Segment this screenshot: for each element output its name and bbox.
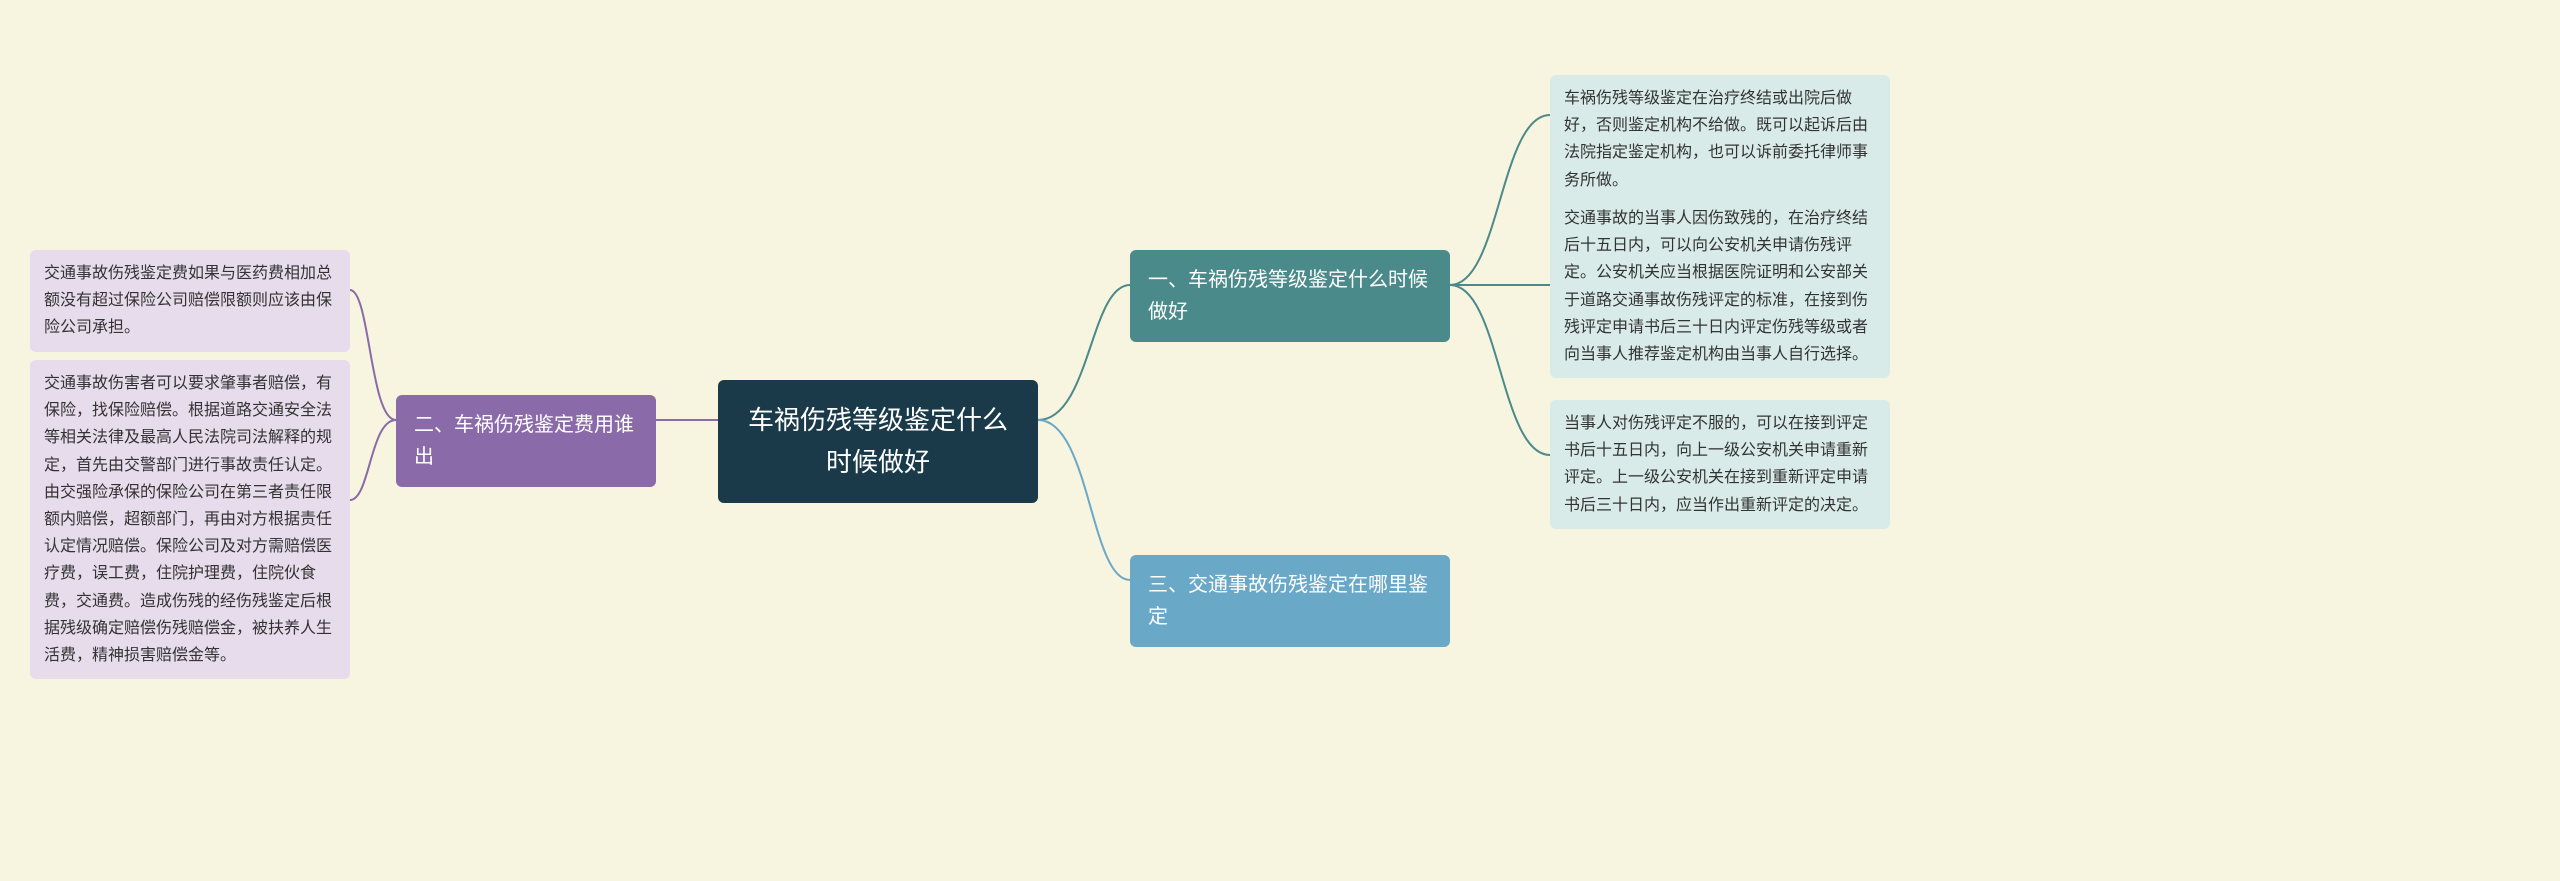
- leaf-node-b2-0[interactable]: 交通事故伤残鉴定费如果与医药费相加总额没有超过保险公司赔偿限额则应该由保险公司承…: [30, 250, 350, 352]
- connector-3: [1450, 115, 1550, 285]
- root-node[interactable]: 车祸伤残等级鉴定什么时候做好: [718, 380, 1038, 503]
- connector-layer: [0, 0, 2560, 881]
- branch-node-b2[interactable]: 二、车祸伤残鉴定费用谁出: [396, 395, 656, 487]
- leaf-node-b1-0[interactable]: 车祸伤残等级鉴定在治疗终结或出院后做好，否则鉴定机构不给做。既可以起诉后由法院指…: [1550, 75, 1890, 204]
- leaf-node-b2-1[interactable]: 交通事故伤害者可以要求肇事者赔偿，有保险，找保险赔偿。根据道路交通安全法等相关法…: [30, 360, 350, 679]
- leaf-node-b1-1[interactable]: 交通事故的当事人因伤致残的，在治疗终结后十五日内，可以向公安机关申请伤残评定。公…: [1550, 195, 1890, 378]
- connector-7: [350, 420, 396, 500]
- connector-1: [1038, 420, 1130, 580]
- connector-0: [1038, 285, 1130, 420]
- branch-node-b1[interactable]: 一、车祸伤残等级鉴定什么时候做好: [1130, 250, 1450, 342]
- connector-6: [350, 290, 396, 420]
- leaf-node-b1-2[interactable]: 当事人对伤残评定不服的，可以在接到评定书后十五日内，向上一级公安机关申请重新评定…: [1550, 400, 1890, 529]
- branch-node-b3[interactable]: 三、交通事故伤残鉴定在哪里鉴定: [1130, 555, 1450, 647]
- connector-5: [1450, 285, 1550, 455]
